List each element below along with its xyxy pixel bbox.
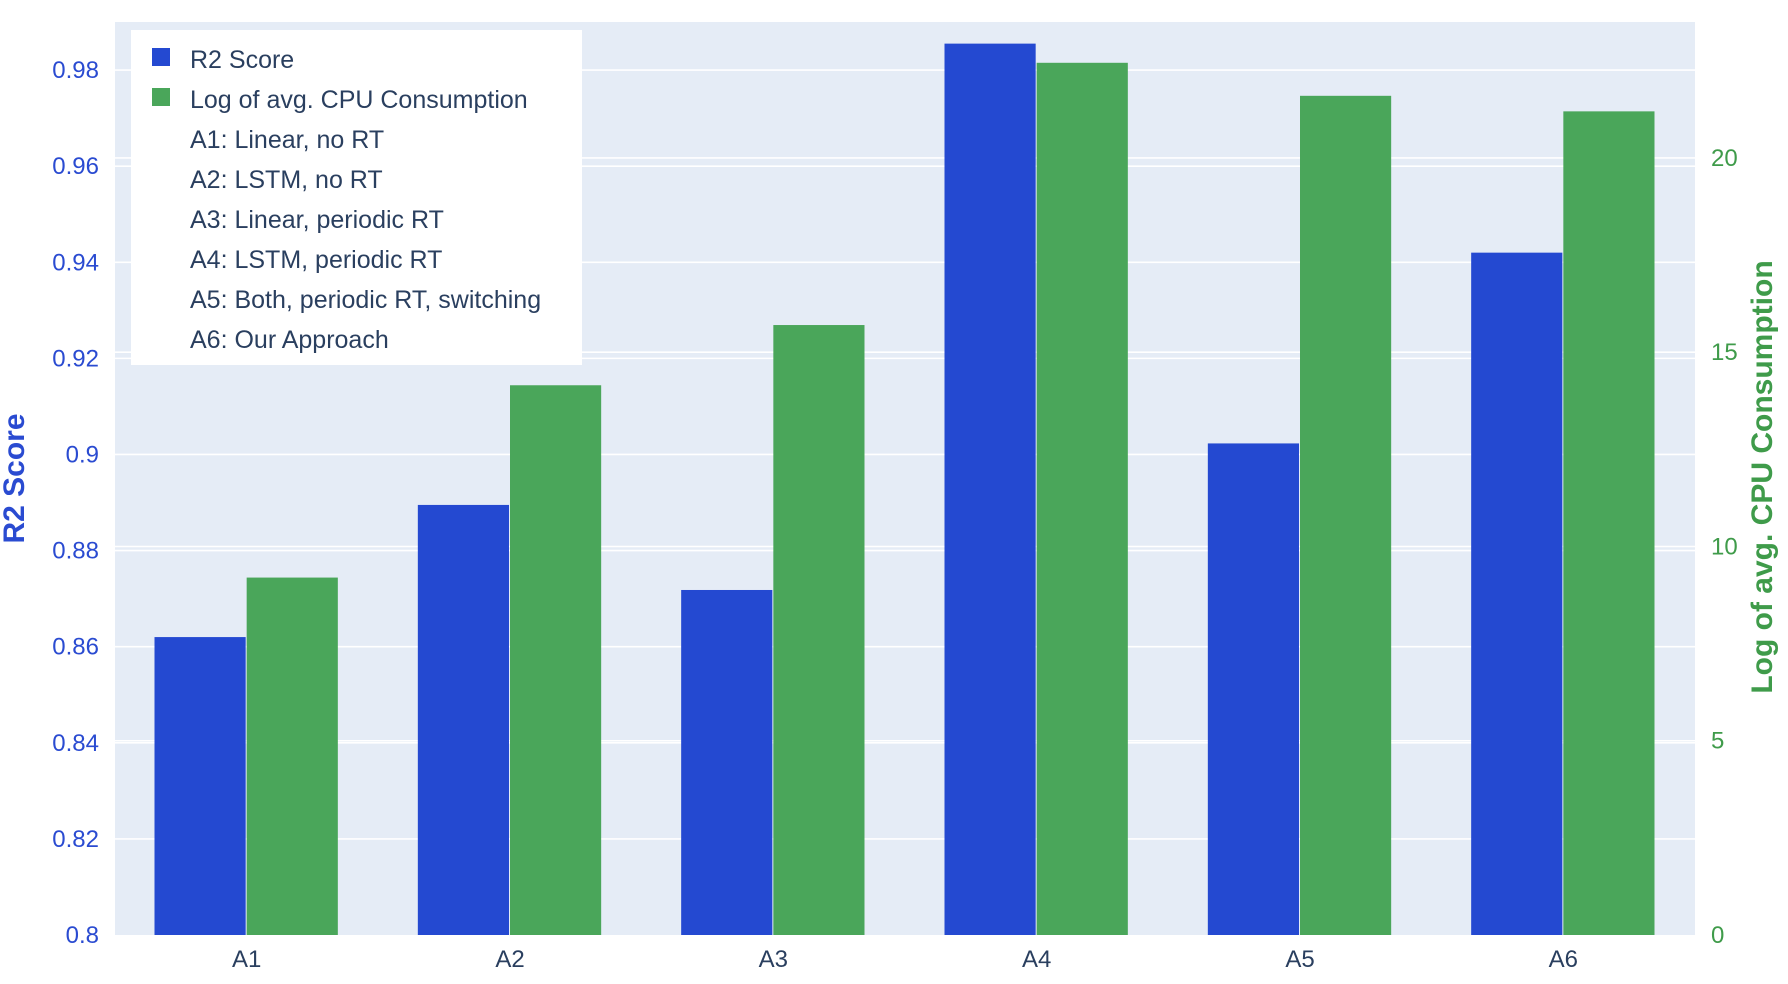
legend-note-a4: A4: LSTM, periodic RT — [190, 246, 442, 274]
y-right-tick-label: 20 — [1711, 145, 1738, 172]
legend-note-a5: A5: Both, periodic RT, switching — [190, 286, 541, 314]
bar-r2-a5 — [1207, 443, 1299, 935]
y-right-ticks: 0 5 10 15 20 — [1711, 145, 1738, 949]
bar-r2-a2 — [417, 504, 509, 935]
x-tick-label: A4 — [1022, 946, 1051, 973]
bar-cpu-a3 — [773, 325, 865, 935]
legend-note-a6: A6: Our Approach — [190, 326, 389, 354]
y-right-tick-label: 10 — [1711, 533, 1738, 560]
y-left-ticks: 0.8 0.82 0.84 0.86 0.88 0.9 0.92 0.94 0.96 0.98 — [52, 57, 99, 949]
y-left-tick-label: 0.98 — [52, 57, 99, 84]
y-right-axis-title: Log of avg. CPU Consumption — [1746, 260, 1779, 693]
y-left-tick-label: 0.96 — [52, 153, 99, 180]
legend-swatch-cpu — [152, 88, 170, 106]
bars — [154, 43, 1655, 936]
y-left-tick-label: 0.88 — [52, 538, 99, 565]
legend-swatch-r2 — [152, 48, 170, 66]
x-ticks: A1 A2 A3 A4 A5 A6 — [232, 946, 1578, 973]
bar-cpu-a1 — [246, 577, 338, 935]
y-right-tick-label: 15 — [1711, 339, 1738, 366]
y-left-tick-label: 0.9 — [66, 441, 99, 468]
bar-cpu-a6 — [1563, 111, 1655, 936]
bar-cpu-a4 — [1036, 62, 1128, 935]
legend[interactable]: R2 Score Log of avg. CPU Consumption A1:… — [131, 30, 582, 365]
legend-box — [131, 30, 582, 365]
x-tick-label: A3 — [759, 946, 788, 973]
y-left-tick-label: 0.84 — [52, 730, 99, 757]
y-left-tick-label: 0.8 — [66, 922, 99, 949]
bar-r2-a3 — [681, 589, 773, 935]
y-left-tick-label: 0.82 — [52, 826, 99, 853]
x-tick-label: A5 — [1285, 946, 1314, 973]
x-tick-label: A6 — [1549, 946, 1578, 973]
y-right-tick-label: 0 — [1711, 922, 1724, 949]
legend-note-a3: A3: Linear, periodic RT — [190, 206, 444, 234]
legend-label-r2[interactable]: R2 Score — [190, 46, 294, 74]
bar-r2-a6 — [1471, 252, 1563, 935]
legend-label-cpu[interactable]: Log of avg. CPU Consumption — [190, 86, 528, 114]
x-tick-label: A2 — [495, 946, 524, 973]
bar-cpu-a5 — [1300, 95, 1392, 936]
y-left-tick-label: 0.86 — [52, 634, 99, 661]
x-tick-label: A1 — [232, 946, 261, 973]
y-right-tick-label: 5 — [1711, 728, 1724, 755]
legend-note-a1: A1: Linear, no RT — [190, 126, 384, 154]
bar-cpu-a2 — [510, 385, 602, 935]
y-left-tick-label: 0.94 — [52, 249, 99, 276]
legend-note-a2: A2: LSTM, no RT — [190, 166, 383, 194]
bar-r2-a1 — [154, 637, 246, 935]
y-left-tick-label: 0.92 — [52, 345, 99, 372]
bar-r2-a4 — [944, 43, 1036, 936]
y-left-axis-title: R2 Score — [0, 413, 31, 543]
